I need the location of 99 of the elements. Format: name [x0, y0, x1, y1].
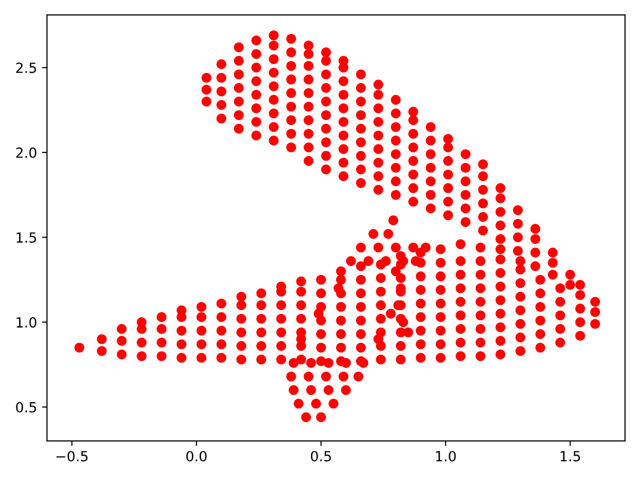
- point: [216, 312, 226, 322]
- point: [356, 242, 366, 252]
- point: [216, 352, 226, 363]
- point: [196, 312, 206, 322]
- point: [256, 288, 266, 298]
- y-tick-label: 1.5: [16, 232, 36, 243]
- point: [288, 385, 299, 395]
- point: [136, 317, 147, 328]
- point: [398, 256, 408, 266]
- point: [236, 327, 246, 338]
- point: [346, 256, 356, 266]
- point: [408, 242, 418, 252]
- x-tick-label: 1.5: [560, 451, 580, 462]
- y-tick-label: 2.0: [16, 147, 36, 158]
- point: [420, 242, 431, 252]
- point: [296, 300, 306, 310]
- x-tick-label: −0.5: [56, 450, 88, 462]
- point: [383, 229, 394, 239]
- point: [136, 338, 147, 348]
- point: [306, 358, 316, 368]
- point: [286, 372, 296, 382]
- point: [256, 354, 266, 364]
- point: [196, 302, 206, 312]
- point: [256, 300, 266, 310]
- point: [216, 298, 226, 308]
- point: [196, 352, 206, 363]
- point: [324, 358, 334, 368]
- point: [390, 266, 401, 276]
- point: [176, 326, 186, 336]
- point: [236, 292, 246, 302]
- point: [276, 327, 286, 338]
- point: [304, 372, 314, 382]
- point: [236, 300, 246, 310]
- point: [156, 338, 166, 348]
- point: [386, 308, 396, 319]
- point: [156, 324, 166, 334]
- point: [136, 351, 147, 362]
- point: [321, 372, 331, 382]
- y-tick-label: 2.5: [16, 62, 36, 74]
- x-tick-label: 1.0: [436, 450, 456, 462]
- point: [176, 352, 186, 363]
- x-tick-label: 0.0: [186, 450, 207, 462]
- point: [403, 327, 414, 338]
- point: [341, 385, 351, 395]
- point: [306, 385, 316, 395]
- y-tick-label: 1.0: [16, 317, 36, 328]
- point: [296, 276, 306, 286]
- point: [373, 242, 384, 252]
- y-tick-label: 0.5: [16, 402, 36, 413]
- point: [156, 351, 166, 362]
- point: [196, 339, 206, 350]
- point: [116, 350, 127, 360]
- point: [216, 339, 226, 350]
- point: [176, 305, 186, 316]
- point: [156, 312, 166, 322]
- point: [368, 229, 378, 239]
- point: [116, 336, 127, 346]
- point: [388, 215, 398, 226]
- point: [358, 358, 368, 368]
- point: [410, 256, 421, 266]
- point: [301, 412, 312, 422]
- point: [276, 314, 286, 324]
- point: [236, 314, 246, 324]
- point: [116, 324, 127, 334]
- point: [334, 283, 344, 294]
- point: [316, 412, 326, 422]
- point: [324, 385, 334, 395]
- point: [196, 326, 206, 336]
- point: [276, 341, 286, 351]
- point: [311, 398, 321, 409]
- point: [296, 334, 306, 344]
- point: [236, 354, 246, 364]
- point: [294, 398, 304, 409]
- point: [338, 372, 348, 382]
- point: [236, 341, 246, 351]
- point: [380, 256, 391, 266]
- point: [328, 398, 338, 409]
- point: [314, 308, 324, 319]
- point: [74, 342, 84, 353]
- point: [398, 317, 408, 328]
- point: [96, 346, 107, 356]
- point: [354, 372, 364, 382]
- point: [363, 256, 374, 266]
- point: [216, 326, 226, 336]
- point: [390, 242, 401, 252]
- point: [296, 286, 306, 297]
- point: [341, 358, 351, 368]
- point: [276, 354, 286, 364]
- point: [373, 334, 384, 344]
- point: [288, 358, 299, 368]
- point: [256, 314, 266, 324]
- x-tick-label: 0.5: [310, 450, 331, 462]
- point: [296, 314, 306, 324]
- point: [176, 339, 186, 350]
- point: [256, 327, 266, 338]
- point: [256, 341, 266, 351]
- point: [296, 354, 306, 364]
- point: [276, 300, 286, 310]
- point: [96, 334, 107, 344]
